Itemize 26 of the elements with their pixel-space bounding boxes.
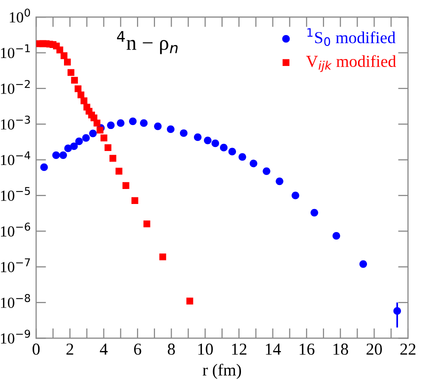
y-tick-label: 10$^{−1}$ <box>0 44 30 58</box>
y-tick-label: 10$^{0}$ <box>10 8 30 23</box>
annotation: $^{4}$n − ρ$_{n}$ <box>117 31 178 54</box>
y-tick-label: 10$^{−6}$ <box>0 222 30 237</box>
x-tick-label: 6 <box>134 344 142 355</box>
x-tick-label: 2 <box>66 344 74 355</box>
y-tick-label: 10$^{−7}$ <box>0 258 30 272</box>
x-tick-label: 4 <box>100 344 108 355</box>
y-tick-label: 10$^{−4}$ <box>0 151 30 166</box>
x-axis-title: r (fm) <box>202 364 241 380</box>
x-tick-label: 8 <box>168 344 175 355</box>
x-tick-label: 22 <box>400 344 416 355</box>
x-tick-label: 0 <box>32 344 40 355</box>
x-tick-label: 10 <box>198 344 213 355</box>
y-tick-label: 10$^{−2}$ <box>0 80 30 94</box>
x-tick-label: 12 <box>232 344 246 355</box>
y-tick-label: 10$^{−8}$ <box>0 294 30 308</box>
y-tick-label: 10$^{−9}$ <box>0 330 30 344</box>
x-tick-label: 18 <box>334 344 348 355</box>
y-tick-label: 10$^{−3}$ <box>0 116 30 130</box>
y-tick-label: 10$^{−5}$ <box>0 187 30 201</box>
x-tick-label: 16 <box>300 344 314 355</box>
legend-label: V$_{ijk}$ modified <box>306 55 396 72</box>
x-tick-label: 14 <box>266 344 281 355</box>
legend-label: $^{1}$S$_{0}$ modified <box>307 28 396 46</box>
x-tick-label: 20 <box>366 344 382 355</box>
